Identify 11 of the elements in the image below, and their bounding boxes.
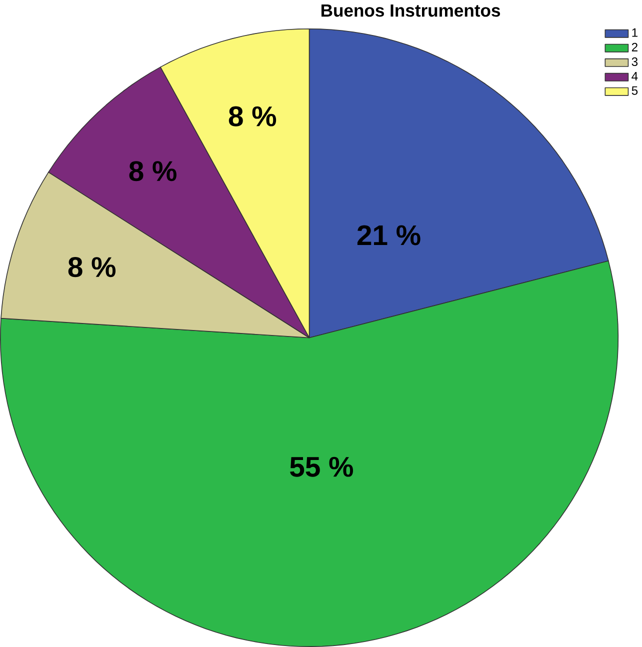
chart-title: Buenos Instrumentos [321, 4, 500, 17]
data-label: 8 % [228, 106, 276, 126]
data-label: 8 % [68, 257, 116, 278]
data-label: 21 % [357, 225, 420, 246]
legend-label: 3 [632, 57, 638, 66]
legend-label: 2 [632, 42, 638, 52]
data-label: 8 % [129, 161, 176, 182]
legend-label: 4 [632, 72, 638, 80]
data-label: 55 % [290, 456, 353, 477]
legend-label: 1 [632, 28, 638, 37]
legend-label: 5 [632, 86, 638, 95]
